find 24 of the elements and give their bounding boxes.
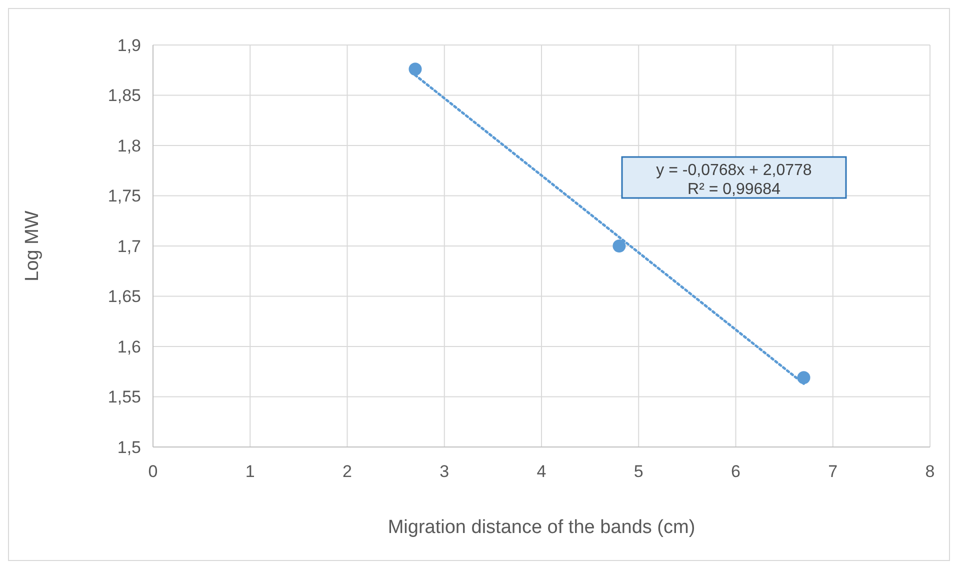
x-tick-label: 1 xyxy=(245,462,255,481)
y-tick-label: 1,9 xyxy=(117,36,141,55)
x-tick-label: 8 xyxy=(925,462,935,481)
x-tick-label: 2 xyxy=(342,462,352,481)
x-tick-label: 0 xyxy=(148,462,158,481)
x-tick-label: 5 xyxy=(634,462,644,481)
x-tick-label: 4 xyxy=(536,462,546,481)
y-tick-label: 1,85 xyxy=(108,86,141,106)
point xyxy=(408,62,422,76)
y-tick-label: 1,75 xyxy=(108,186,141,206)
y-tick-label: 1,7 xyxy=(117,236,141,256)
x-tick-label: 7 xyxy=(828,462,838,481)
y-tick-label: 1,6 xyxy=(117,337,141,356)
annotation: y = -0,0768x + 2,0778 xyxy=(656,162,812,179)
x-tick-label: 6 xyxy=(731,462,740,481)
y-tick-label: 1,65 xyxy=(108,287,141,306)
y-tick-label: 1,8 xyxy=(117,136,141,156)
y-axis-title: Log MW xyxy=(22,210,43,282)
x-tick-label: 3 xyxy=(440,462,450,481)
point xyxy=(612,240,626,252)
x-axis-title: Migration distance of the bands (cm) xyxy=(388,517,696,538)
annotation: R² = 0,99684 xyxy=(688,181,781,198)
y-tick-label: 1,5 xyxy=(117,438,141,457)
y-tick-label: 1,55 xyxy=(108,388,141,407)
